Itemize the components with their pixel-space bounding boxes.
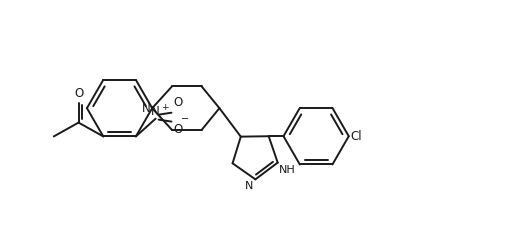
Text: N: N — [151, 105, 160, 118]
Text: N: N — [141, 102, 150, 115]
Text: O: O — [74, 87, 83, 100]
Text: O: O — [173, 123, 182, 136]
Text: O: O — [173, 96, 182, 109]
Text: N: N — [245, 181, 253, 191]
Text: NH: NH — [279, 165, 296, 175]
Text: −: − — [181, 114, 190, 124]
Text: +: + — [160, 103, 168, 112]
Text: Cl: Cl — [351, 130, 362, 143]
